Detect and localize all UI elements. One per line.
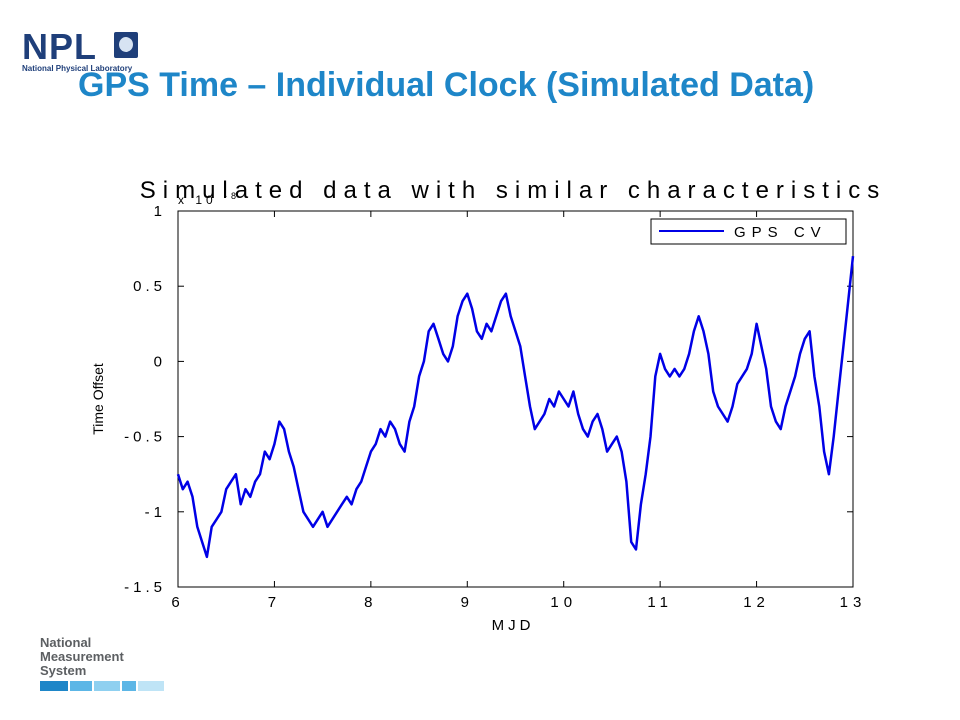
y-tick-label: -1.5 <box>124 579 166 596</box>
x-tick-label: 6 <box>171 594 184 611</box>
y-axis-label: Time Offset <box>90 363 106 435</box>
nms-color-bar <box>40 681 170 691</box>
y-tick-label: -1 <box>145 504 166 521</box>
npl-crest-icon <box>114 32 138 58</box>
x-tick-label: 9 <box>461 594 474 611</box>
y-tick-label: -0.5 <box>124 429 166 446</box>
npl-logo-subtitle: National Physical Laboratory <box>22 64 133 73</box>
x-tick-label: 7 <box>268 594 281 611</box>
nms-logo-line-1: National <box>40 635 92 650</box>
y-tick-label: 1 <box>154 203 166 220</box>
x-tick-label: 12 <box>743 594 770 611</box>
x-axis-label: MJD <box>492 617 535 634</box>
x-tick-label: 10 <box>550 594 577 611</box>
x-tick-label: 8 <box>364 594 377 611</box>
axis-tick-labels: 6 7 8 9 10 11 12 13 1 0.5 0 -0.5 -1 -1.5 <box>124 203 867 611</box>
chart-title: Simulated data with similar characterist… <box>140 177 887 204</box>
x-tick-label: 13 <box>840 594 867 611</box>
x-tick-label: 11 <box>647 594 673 611</box>
y-scale-base: x 10 <box>178 193 217 207</box>
slide-title: GPS Time – Individual Clock (Simulated D… <box>78 66 815 104</box>
plot-frame <box>177 210 854 588</box>
y-tick-label: 0 <box>154 353 166 370</box>
npl-logo-text: NPL <box>22 26 97 67</box>
legend: GPS CV <box>650 218 847 245</box>
y-axis-scale-label: x 10 -8 <box>178 191 240 207</box>
y-scale-exponent: -8 <box>224 191 240 201</box>
y-tick-label: 0.5 <box>133 278 166 295</box>
axis-ticks <box>177 210 854 588</box>
series-line-gps-cv <box>176 255 855 559</box>
nms-logo: National Measurement System <box>40 636 170 696</box>
legend-label-gps-cv: GPS CV <box>734 224 827 241</box>
nms-logo-line-2: Measurement <box>40 649 124 664</box>
npl-logo: NPL National Physical Laboratory <box>22 26 152 80</box>
nms-logo-line-3: System <box>40 663 87 678</box>
